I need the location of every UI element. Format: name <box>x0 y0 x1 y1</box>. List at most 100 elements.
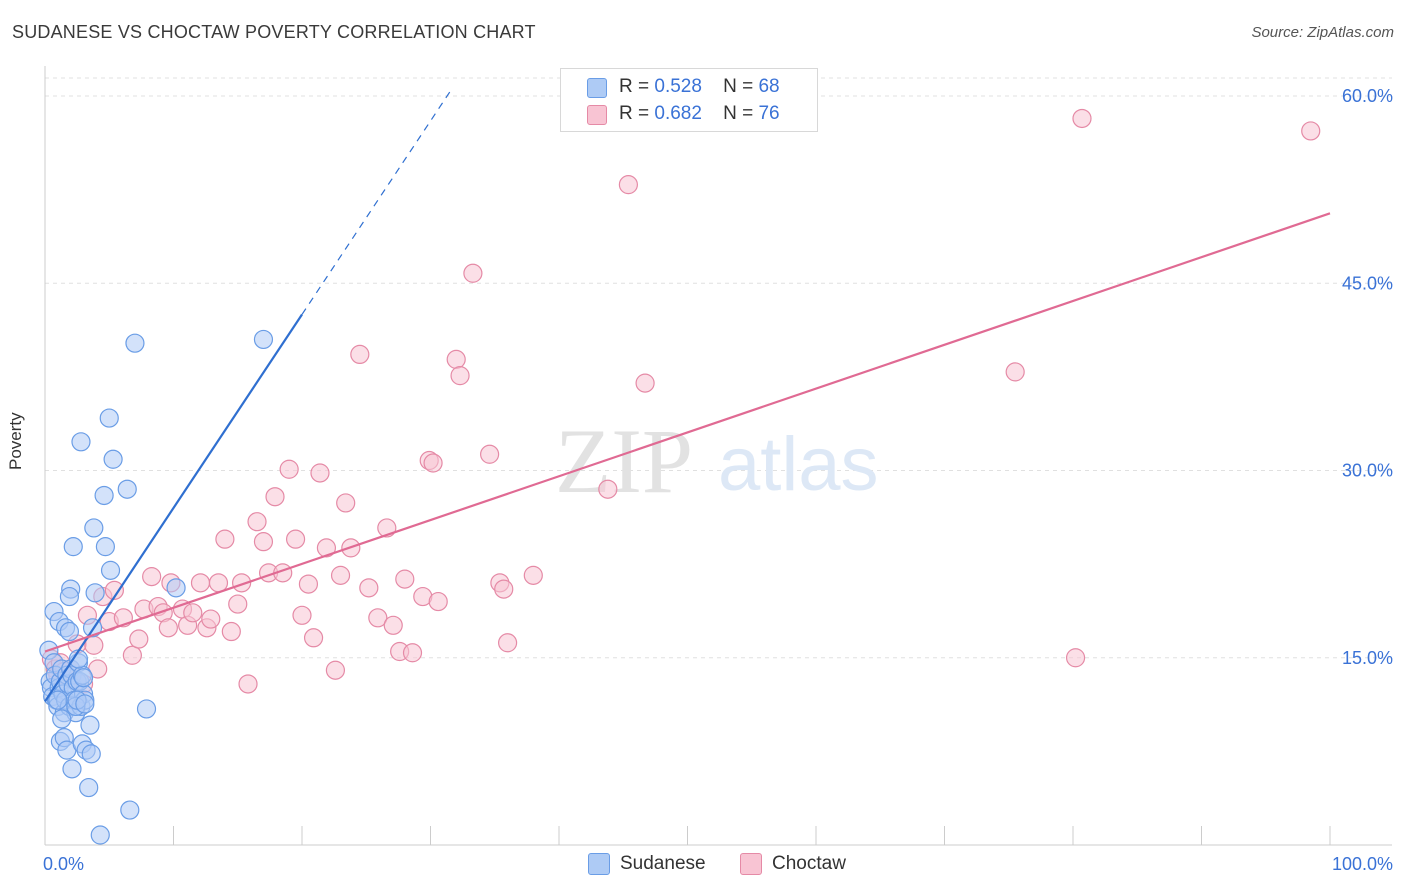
sudanese-point-60 <box>117 479 137 499</box>
sudanese-point-51 <box>84 518 104 538</box>
legend-r-label: R = <box>619 103 650 124</box>
sudanese-point-56 <box>100 560 121 580</box>
sudanese-point-55 <box>95 537 115 557</box>
bottom-legend-swatch-choctaw <box>740 853 762 875</box>
choctaw-point-65 <box>463 263 483 283</box>
sudanese-trend-line <box>44 313 303 703</box>
bottom-legend-swatch-sudanese <box>588 853 610 875</box>
choctaw-point-55 <box>383 615 403 635</box>
watermark-zip: ZIP <box>555 410 693 512</box>
choctaw-point-41 <box>285 529 306 549</box>
sudanese-point-54 <box>94 485 114 506</box>
choctaw-point-45 <box>310 463 330 483</box>
choctaw-point-28 <box>201 609 221 629</box>
sudanese-point-49 <box>81 744 101 764</box>
choctaw-point-57 <box>395 569 415 589</box>
sudanese-point-65 <box>253 329 274 350</box>
sudanese-point-38 <box>52 709 72 729</box>
choctaw-point-62 <box>428 591 448 612</box>
y-tick-label-1: 30.0% <box>1342 461 1393 481</box>
x-tick-label-0: 0.0% <box>43 854 84 874</box>
y-tick-label-0: 15.0% <box>1342 648 1393 668</box>
choctaw-point-75 <box>1065 648 1086 668</box>
choctaw-point-53 <box>368 608 388 628</box>
choctaw-point-51 <box>350 344 370 365</box>
choctaw-point-58 <box>402 643 423 663</box>
choctaw-point-76 <box>1072 108 1092 129</box>
sudanese-point-34 <box>59 586 80 607</box>
choctaw-point-48 <box>330 565 351 585</box>
sudanese-point-59 <box>71 432 91 452</box>
choctaw-point-46 <box>316 538 337 558</box>
bottom-legend-label-choctaw: Choctaw <box>772 853 846 874</box>
choctaw-point-35 <box>247 512 267 532</box>
legend-n-label: N = <box>723 76 754 97</box>
choctaw-point-77 <box>1301 121 1321 141</box>
choctaw-point-63 <box>446 349 466 369</box>
sudanese-point-41 <box>62 759 82 779</box>
choctaw-point-32 <box>228 594 248 614</box>
watermark-atlas: atlas <box>718 422 879 507</box>
correlation-legend: R = 0.528 N = 68 R = 0.682 N = 76 <box>560 68 818 132</box>
choctaw-point-70 <box>523 565 543 585</box>
choctaw-point-42 <box>292 605 312 625</box>
choctaw-point-47 <box>325 660 346 680</box>
legend-swatch-sudanese <box>587 78 607 98</box>
bottom-legend-label-sudanese: Sudanese <box>620 853 706 874</box>
sudanese-points <box>39 329 274 845</box>
legend-n-value: 68 <box>758 76 780 97</box>
sudanese-point-64 <box>166 578 186 598</box>
sudanese-point-45 <box>75 694 95 714</box>
choctaw-point-33 <box>232 573 252 593</box>
choctaw-point-69 <box>498 633 518 653</box>
source-label: Source: ZipAtlas.com <box>1251 24 1394 41</box>
sudanese-point-57 <box>103 449 123 469</box>
choctaw-point-52 <box>359 578 379 598</box>
choctaw-point-38 <box>265 487 285 507</box>
choctaw-point-34 <box>238 674 258 694</box>
y-tick-label-2: 45.0% <box>1342 273 1393 293</box>
choctaw-point-61 <box>423 453 443 473</box>
choctaw-trend-line <box>44 212 1331 653</box>
choctaw-point-16 <box>129 629 149 649</box>
choctaw-point-68 <box>494 579 514 599</box>
choctaw-point-18 <box>142 567 162 587</box>
choctaw-point-71 <box>598 479 618 499</box>
sudanese-point-63 <box>136 699 157 719</box>
sudanese-point-58 <box>99 408 119 428</box>
choctaw-point-66 <box>480 444 500 464</box>
choctaw-point-30 <box>215 529 235 549</box>
sudanese-point-47 <box>79 777 99 798</box>
choctaw-point-36 <box>253 532 274 552</box>
choctaw-points <box>41 108 1321 694</box>
y-axis-label: Poverty <box>6 412 25 470</box>
sudanese-point-67 <box>48 690 68 710</box>
legend-n-label: N = <box>723 103 754 124</box>
choctaw-point-43 <box>298 574 319 594</box>
choctaw-point-72 <box>618 175 638 195</box>
choctaw-point-26 <box>190 573 211 593</box>
sudanese-point-52 <box>85 583 105 603</box>
chart-title: SUDANESE VS CHOCTAW POVERTY CORRELATION … <box>12 22 536 42</box>
choctaw-point-44 <box>303 628 324 648</box>
choctaw-point-13 <box>104 580 124 600</box>
choctaw-point-40 <box>279 459 299 479</box>
tick-labels: 15.0% 30.0% 45.0% 60.0% 0.0% 100.0% <box>43 86 1393 874</box>
sudanese-point-32 <box>59 621 80 642</box>
choctaw-point-31 <box>221 621 241 642</box>
choctaw-point-74 <box>1005 362 1025 382</box>
trend-lines <box>44 91 1331 703</box>
sudanese-point-48 <box>80 715 100 735</box>
sudanese-point-61 <box>120 800 140 820</box>
legend-r-label: R = <box>619 76 650 97</box>
x-tick-label-1: 100.0% <box>1332 854 1393 874</box>
sudanese-point-62 <box>125 333 145 353</box>
legend-r-value: 0.682 <box>654 103 702 124</box>
legend-r-value: 0.528 <box>654 76 702 97</box>
sudanese-point-53 <box>90 825 110 845</box>
y-tick-label-3: 60.0% <box>1342 86 1393 106</box>
choctaw-point-15 <box>122 645 142 665</box>
choctaw-point-25 <box>183 603 203 623</box>
sudanese-trend-extension <box>301 91 451 315</box>
